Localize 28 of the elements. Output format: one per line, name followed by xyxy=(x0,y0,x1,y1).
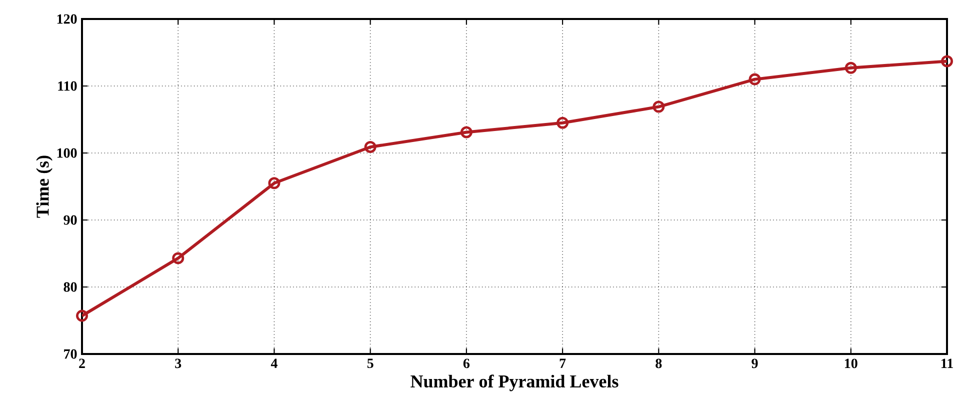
point xyxy=(941,55,953,68)
y-tick-label: 100 xyxy=(57,148,77,158)
point xyxy=(268,177,280,190)
x-tick-label: 6 xyxy=(463,358,470,368)
x-tick-label: 5 xyxy=(367,358,374,368)
y-tick-label: 110 xyxy=(58,81,77,91)
y-axis-title: Time (s) xyxy=(36,156,52,218)
x-axis-title: Number of Pyramid Levels xyxy=(410,374,618,392)
point xyxy=(748,73,761,86)
x-tick-label: 11 xyxy=(942,358,953,368)
x-tick-label: 7 xyxy=(560,358,566,368)
point xyxy=(76,310,88,322)
y-tick-label: 90 xyxy=(64,215,77,225)
point xyxy=(652,100,665,113)
y-tick-label: 120 xyxy=(57,14,77,24)
x-tick-label: 9 xyxy=(752,358,758,368)
y-tick-label: 80 xyxy=(64,282,77,292)
point xyxy=(460,126,472,138)
x-tick-label: 3 xyxy=(175,358,182,368)
point xyxy=(844,62,857,74)
point xyxy=(556,116,569,129)
point xyxy=(364,140,376,153)
x-tick-label: 10 xyxy=(845,358,858,368)
x-tick-label: 8 xyxy=(656,358,662,368)
y-tick-label: 70 xyxy=(64,349,77,359)
x-tick-label: 2 xyxy=(79,358,85,368)
x-tick-label: 4 xyxy=(270,358,278,368)
point xyxy=(172,252,184,264)
